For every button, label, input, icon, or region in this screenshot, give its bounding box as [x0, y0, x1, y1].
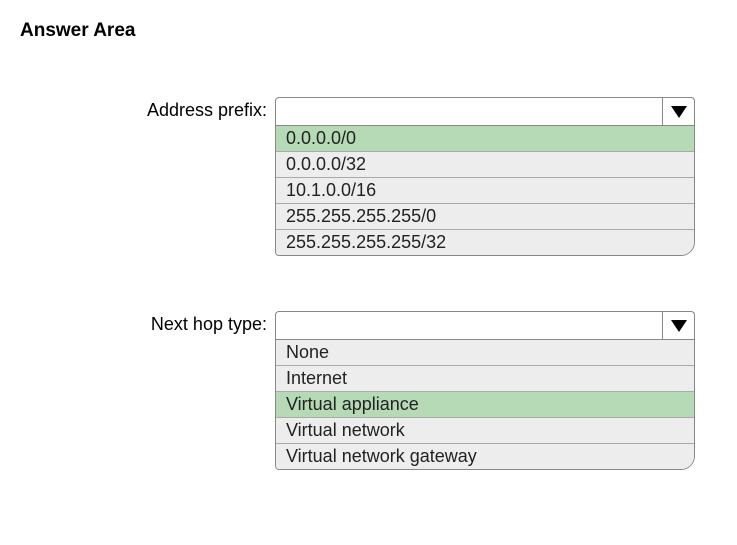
option-item[interactable]: 10.1.0.0/16 [276, 178, 694, 204]
option-item[interactable]: Virtual network [276, 418, 694, 444]
option-item[interactable]: Virtual appliance [276, 392, 694, 418]
option-item[interactable]: Virtual network gateway [276, 444, 694, 469]
option-item[interactable]: 0.0.0.0/32 [276, 152, 694, 178]
chevron-down-icon[interactable] [662, 98, 694, 125]
page-title: Answer Area [20, 20, 717, 42]
chevron-down-icon[interactable] [662, 312, 694, 339]
option-item[interactable]: 0.0.0.0/0 [276, 126, 694, 152]
next-hop-type-dropdown: None Internet Virtual appliance Virtual … [275, 311, 695, 470]
next-hop-type-options: None Internet Virtual appliance Virtual … [275, 339, 695, 470]
address-prefix-dropdown: 0.0.0.0/0 0.0.0.0/32 10.1.0.0/16 255.255… [275, 97, 695, 256]
address-prefix-select[interactable] [275, 97, 695, 125]
option-item[interactable]: 255.255.255.255/0 [276, 204, 694, 230]
option-item[interactable]: None [276, 340, 694, 366]
next-hop-type-label: Next hop type: [20, 311, 275, 335]
option-item[interactable]: Internet [276, 366, 694, 392]
address-prefix-group: Address prefix: 0.0.0.0/0 0.0.0.0/32 10.… [20, 97, 717, 256]
next-hop-type-group: Next hop type: None Internet Virtual app… [20, 311, 717, 470]
address-prefix-options: 0.0.0.0/0 0.0.0.0/32 10.1.0.0/16 255.255… [275, 125, 695, 256]
address-prefix-label: Address prefix: [20, 97, 275, 121]
option-item[interactable]: 255.255.255.255/32 [276, 230, 694, 255]
next-hop-type-select[interactable] [275, 311, 695, 339]
